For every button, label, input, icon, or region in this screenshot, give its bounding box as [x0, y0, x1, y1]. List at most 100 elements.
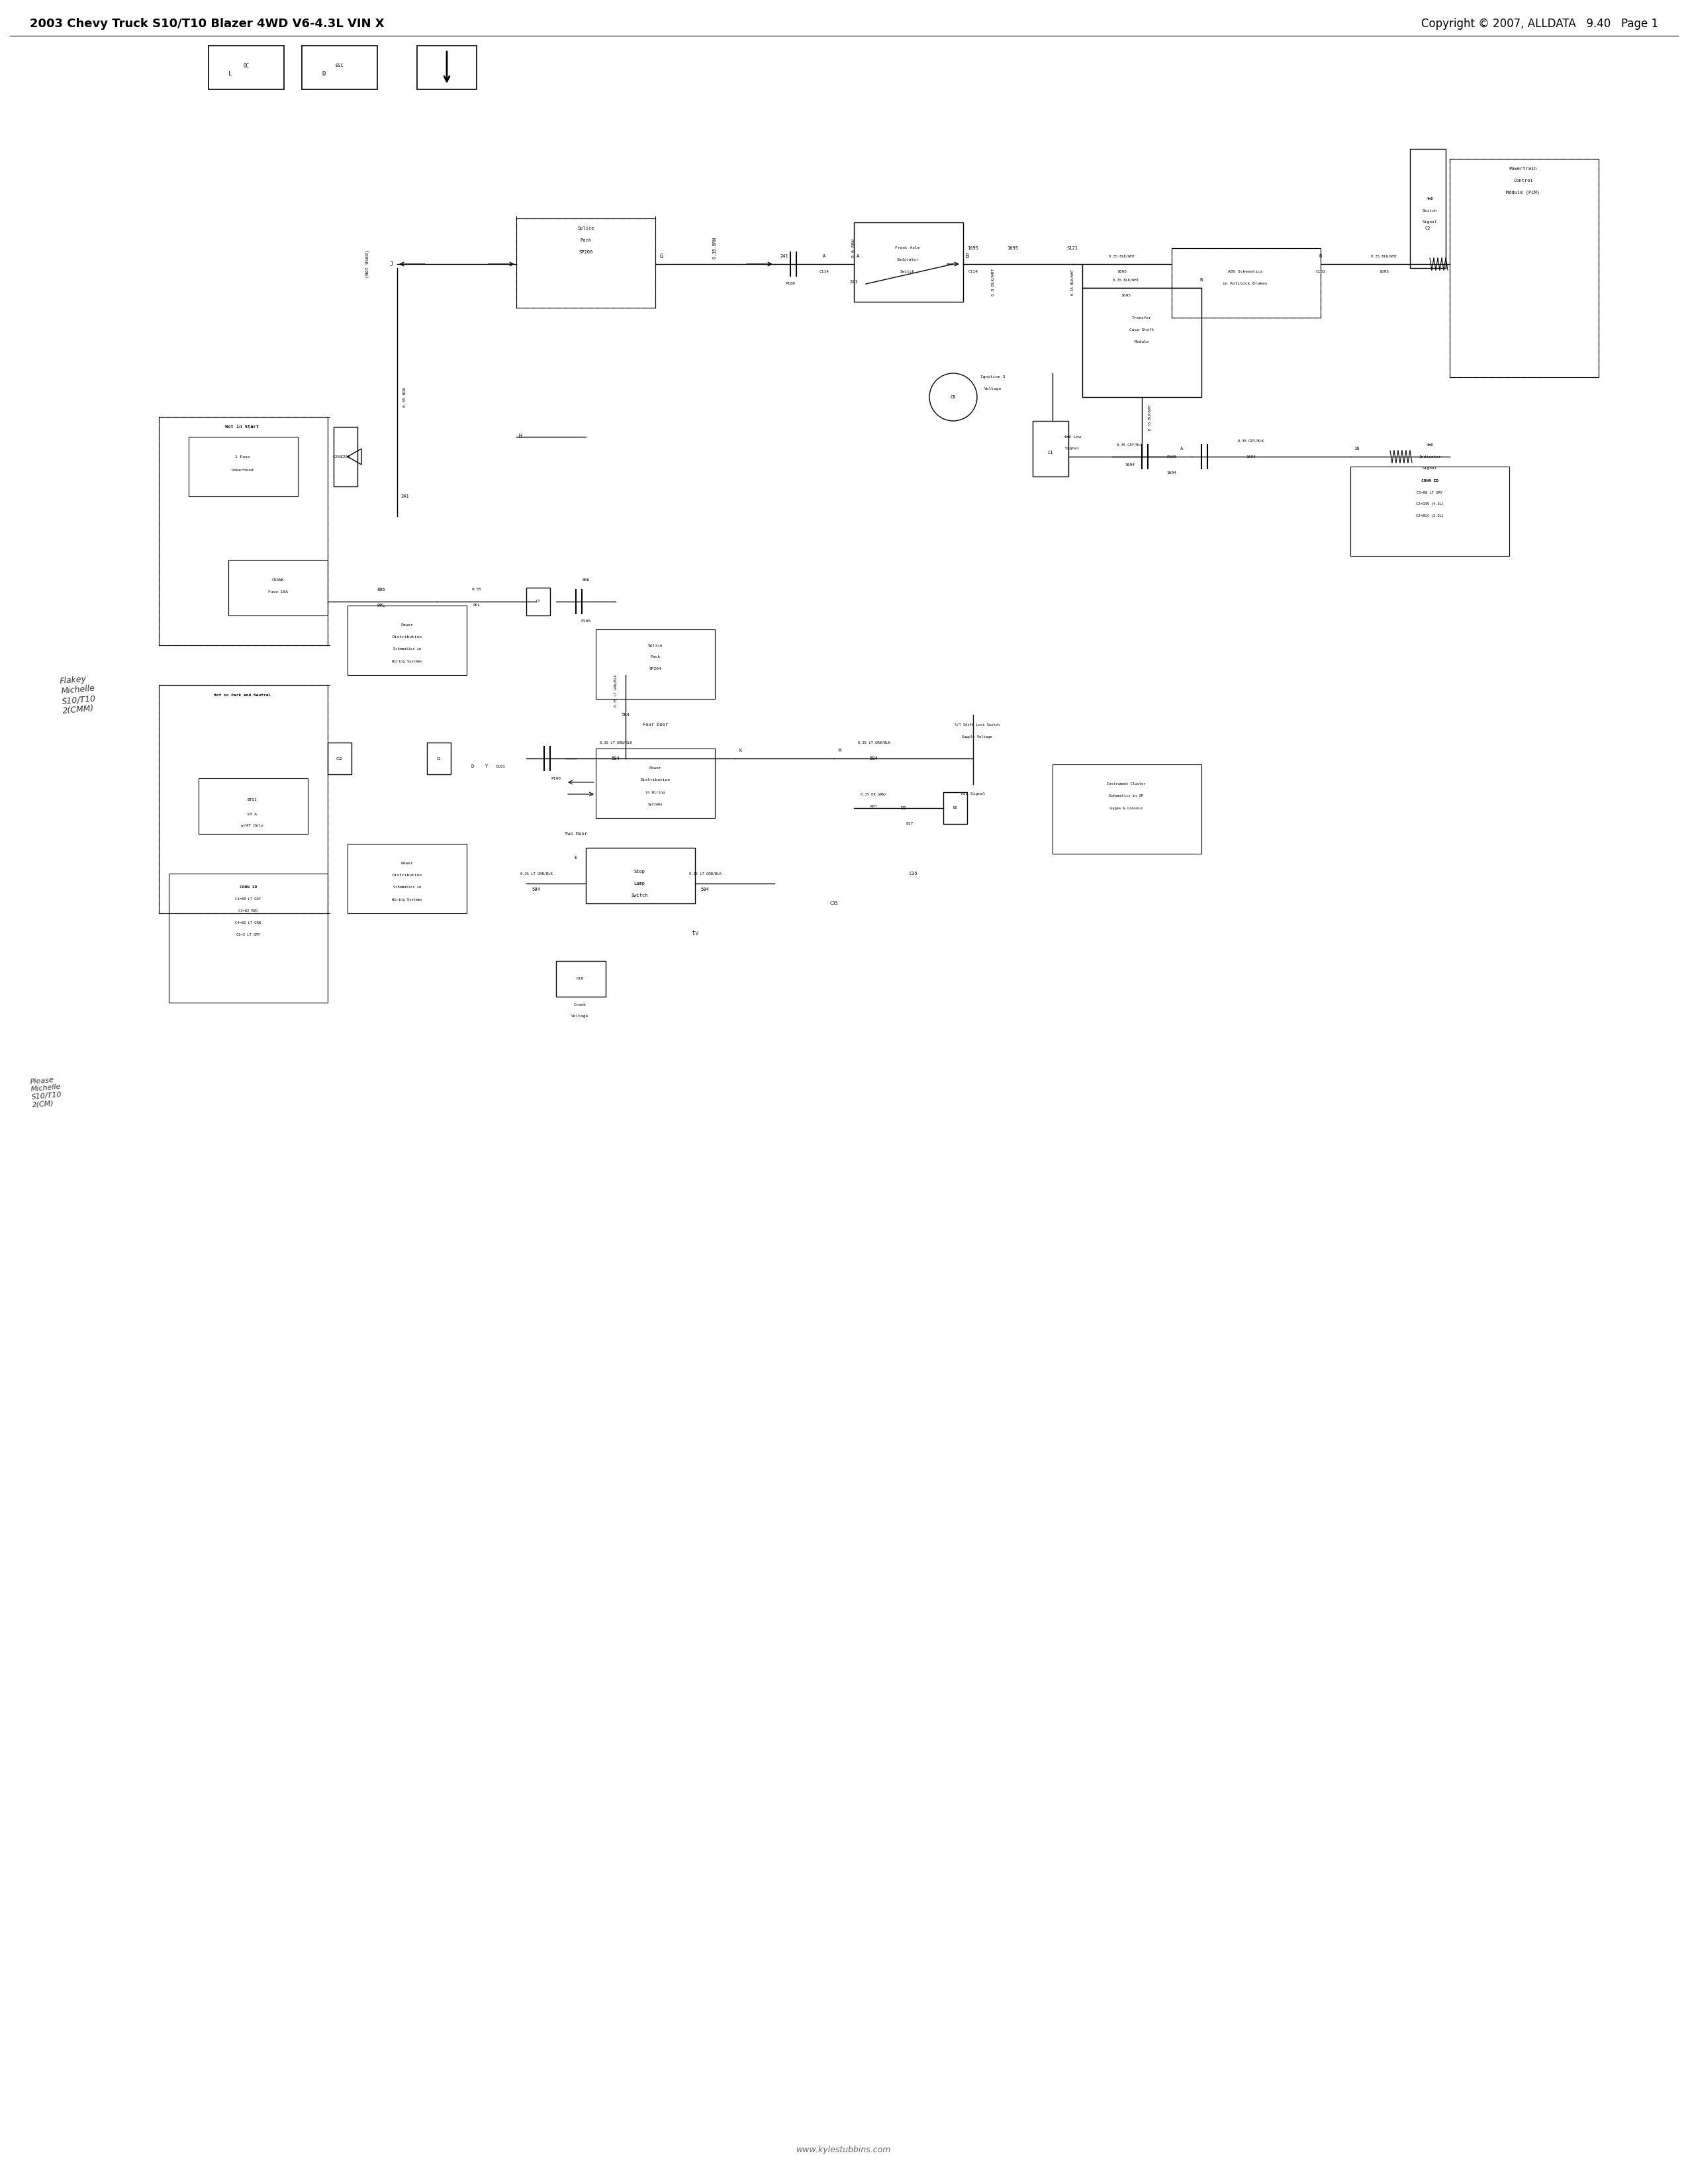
Bar — [944, 793, 967, 823]
Text: Voltage: Voltage — [984, 387, 1001, 391]
Text: Y: Y — [484, 764, 488, 769]
Text: Switch: Switch — [900, 271, 915, 273]
Text: www.kylestubbins.com: www.kylestubbins.com — [797, 2145, 891, 2153]
Text: M: M — [839, 749, 841, 753]
Text: 0.35 BLK/WHT: 0.35 BLK/WHT — [1109, 256, 1134, 258]
Bar — [555, 961, 606, 996]
Text: 0.35 GRY/BLK: 0.35 GRY/BLK — [1117, 443, 1143, 446]
Text: 0.8 BLK/WHT: 0.8 BLK/WHT — [991, 269, 994, 295]
Text: E: E — [574, 856, 577, 860]
Text: G: G — [660, 253, 663, 260]
Text: CONN ID: CONN ID — [240, 887, 257, 889]
Text: 4WD Low: 4WD Low — [1063, 435, 1080, 439]
Text: A: A — [856, 253, 859, 258]
Text: 4WD: 4WD — [1426, 197, 1433, 201]
Text: 584: 584 — [611, 756, 619, 760]
Text: 584: 584 — [532, 887, 540, 891]
Text: Four Door: Four Door — [643, 723, 668, 727]
Text: C200: C200 — [341, 454, 349, 459]
Text: P100: P100 — [550, 778, 560, 780]
Bar — [517, 218, 655, 308]
Text: 0.35 DK GRN/: 0.35 DK GRN/ — [861, 793, 886, 795]
Text: 0.35 BLK/WHT: 0.35 BLK/WHT — [1112, 277, 1139, 282]
Text: ESC: ESC — [336, 63, 344, 68]
Text: Splice: Splice — [648, 644, 663, 646]
Bar — [417, 46, 476, 90]
Text: 1694: 1694 — [1246, 454, 1256, 459]
Text: 584: 584 — [621, 712, 630, 716]
Text: C4=82 LT GRN: C4=82 LT GRN — [235, 922, 262, 924]
Text: Systems: Systems — [648, 802, 663, 806]
Text: (Not Used): (Not Used) — [365, 249, 370, 277]
Text: 0.35: 0.35 — [471, 587, 481, 592]
Text: C2=GRN (4.3L): C2=GRN (4.3L) — [1416, 502, 1443, 507]
Text: PPL: PPL — [376, 603, 385, 607]
Text: Case Shift: Case Shift — [1129, 328, 1155, 332]
Text: Voltage: Voltage — [571, 1016, 589, 1018]
Text: Indicator: Indicator — [1418, 454, 1442, 459]
Text: P100: P100 — [581, 620, 591, 622]
Bar — [527, 587, 550, 616]
Text: Wiring Systems: Wiring Systems — [392, 898, 422, 902]
Bar — [1171, 249, 1320, 317]
Text: C8: C8 — [950, 395, 955, 400]
Text: Schematics in: Schematics in — [393, 649, 420, 651]
Text: D8: D8 — [954, 806, 957, 810]
Text: Module (PCM): Module (PCM) — [1506, 190, 1539, 194]
Text: Schematics in IP: Schematics in IP — [1109, 795, 1143, 797]
Text: Schematics in: Schematics in — [393, 887, 420, 889]
Bar — [427, 743, 451, 775]
Bar — [1350, 467, 1509, 557]
Text: C114: C114 — [819, 271, 829, 273]
Text: Distribution: Distribution — [392, 874, 422, 878]
Text: WHT: WHT — [871, 804, 878, 808]
Text: D2: D2 — [901, 806, 906, 810]
Text: Instrument Cluster: Instrument Cluster — [1107, 782, 1146, 786]
Text: Pack: Pack — [581, 238, 591, 242]
Text: C5=2 LT GRY: C5=2 LT GRY — [236, 933, 260, 937]
Text: P100: P100 — [785, 282, 795, 286]
Text: Supply Voltage: Supply Voltage — [962, 736, 993, 738]
Text: BTSI: BTSI — [246, 799, 257, 802]
Text: 1695: 1695 — [967, 247, 979, 251]
Text: C102: C102 — [1315, 271, 1325, 273]
Text: 1695: 1695 — [1008, 247, 1018, 251]
Text: Power: Power — [400, 625, 414, 627]
Text: Switch: Switch — [1423, 210, 1436, 212]
Bar — [596, 749, 716, 819]
Text: J: J — [390, 262, 393, 266]
Bar — [327, 743, 351, 775]
Text: w/AT Only: w/AT Only — [241, 823, 263, 828]
Text: 0.8 BRN: 0.8 BRN — [852, 238, 856, 258]
Text: Underhood: Underhood — [231, 470, 253, 472]
Text: Pack: Pack — [650, 655, 660, 660]
Bar — [169, 874, 327, 1002]
Bar — [1082, 288, 1202, 397]
Text: Indicator: Indicator — [896, 258, 918, 262]
Text: Lamp: Lamp — [633, 882, 645, 885]
Bar — [228, 559, 327, 616]
Text: PPL: PPL — [473, 605, 481, 607]
Text: A: A — [1180, 448, 1183, 450]
Text: Distribution: Distribution — [392, 636, 422, 640]
Bar — [199, 778, 307, 834]
Text: Hot in Park and Neutral: Hot in Park and Neutral — [214, 692, 270, 697]
Text: 1694: 1694 — [1124, 463, 1134, 465]
Text: C3=82 RED: C3=82 RED — [238, 911, 258, 913]
Text: Two Door: Two Door — [565, 832, 587, 836]
Text: 806: 806 — [376, 587, 385, 592]
Text: C12: C12 — [336, 758, 343, 760]
Text: C114: C114 — [969, 271, 977, 273]
Text: Ignition 3: Ignition 3 — [981, 376, 1006, 378]
Bar — [1409, 149, 1445, 269]
Text: 0.35 BRN: 0.35 BRN — [712, 238, 717, 258]
Bar — [596, 629, 716, 699]
Bar — [586, 847, 695, 904]
Text: Crank: Crank — [574, 1002, 586, 1007]
Bar — [348, 843, 466, 913]
Text: 241: 241 — [400, 494, 408, 498]
Text: SP204: SP204 — [650, 668, 662, 670]
Text: Gages & Console: Gages & Console — [1109, 806, 1143, 810]
Text: Control: Control — [1514, 179, 1533, 183]
Text: Powertrain: Powertrain — [1509, 166, 1538, 170]
